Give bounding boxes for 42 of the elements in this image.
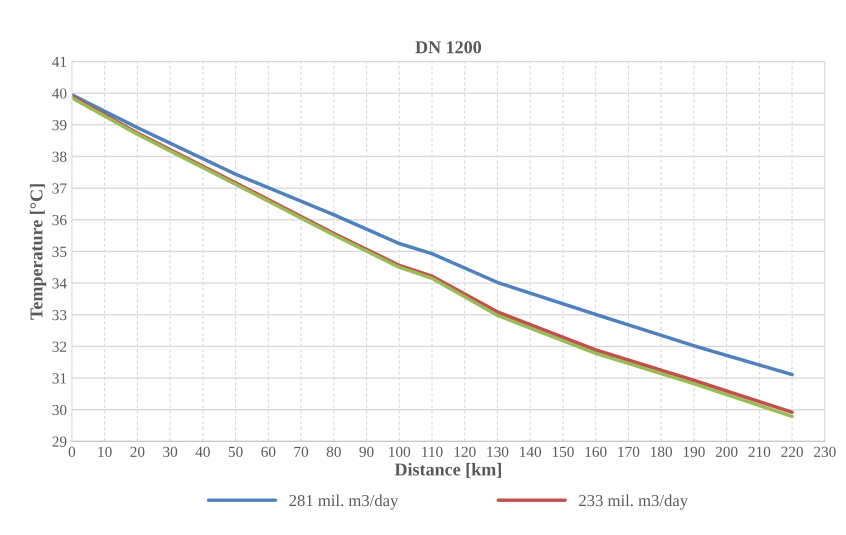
y-tick-label: 35 bbox=[52, 246, 66, 257]
x-tick-label: 30 bbox=[163, 446, 178, 457]
x-axis-title: Distance [km] bbox=[394, 462, 501, 478]
x-tick-label: 50 bbox=[228, 446, 243, 457]
y-tick-label: 36 bbox=[52, 214, 67, 226]
x-tick-label: 60 bbox=[261, 446, 276, 457]
x-tick-label: 170 bbox=[618, 446, 640, 457]
x-tick-label: 190 bbox=[684, 446, 705, 457]
x-tick-label: 220 bbox=[781, 446, 803, 457]
x-tick-label: 70 bbox=[294, 446, 308, 457]
x-tick-label: 100 bbox=[389, 446, 410, 457]
x-tick-label: 90 bbox=[359, 446, 374, 457]
x-tick-label: 180 bbox=[651, 446, 672, 457]
x-tick-label: 10 bbox=[98, 446, 112, 457]
legend-label: 281 mil. m3/day bbox=[289, 494, 398, 510]
x-tick-label: 80 bbox=[326, 446, 341, 457]
y-axis-title: Temperature [°C] bbox=[30, 184, 46, 320]
x-tick-label: 150 bbox=[552, 446, 574, 457]
y-tick-label: 33 bbox=[52, 310, 66, 320]
x-tick-label: 140 bbox=[520, 446, 542, 457]
x-tick-label: 130 bbox=[487, 446, 508, 457]
y-tick-label: 29 bbox=[52, 436, 66, 447]
x-tick-label: 40 bbox=[196, 446, 210, 457]
chart-title: DN 1200 bbox=[415, 41, 482, 54]
x-tick-label: 0 bbox=[68, 446, 76, 457]
x-tick-label: 20 bbox=[130, 446, 144, 457]
x-tick-label: 200 bbox=[716, 446, 738, 457]
y-tick-label: 39 bbox=[52, 120, 66, 130]
y-tick-label: 41 bbox=[52, 56, 66, 67]
y-tick-label: 40 bbox=[52, 88, 66, 99]
y-tick-label: 38 bbox=[52, 152, 66, 162]
legend-label: 233 mil. m3/day bbox=[579, 494, 688, 510]
y-tick-label: 32 bbox=[52, 342, 66, 352]
x-tick-label: 230 bbox=[814, 446, 836, 457]
y-tick-label: 34 bbox=[52, 278, 67, 289]
x-tick-label: 210 bbox=[748, 446, 770, 457]
y-tick-label: 37 bbox=[52, 183, 67, 194]
x-tick-label: 120 bbox=[454, 446, 476, 457]
y-tick-label: 30 bbox=[52, 404, 66, 416]
x-tick-label: 160 bbox=[586, 446, 607, 457]
x-tick-label: 110 bbox=[422, 446, 443, 457]
y-tick-label: 31 bbox=[52, 373, 66, 384]
